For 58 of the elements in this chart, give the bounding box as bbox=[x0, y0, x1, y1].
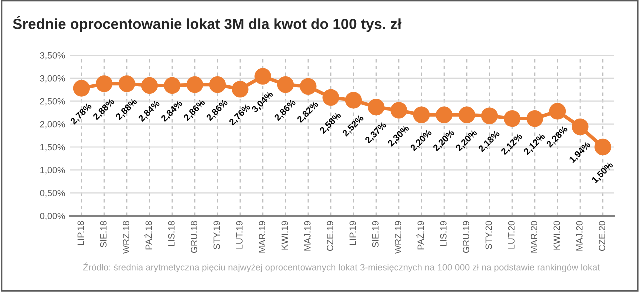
x-tick-label: SIE.18 bbox=[100, 221, 107, 248]
point bbox=[436, 106, 453, 124]
chart-title: Średnie oprocentowanie lokat 3M dla kwot do 100 tys. zł bbox=[13, 16, 402, 32]
point bbox=[390, 102, 408, 119]
x-tick-label: WRZ.18 bbox=[123, 221, 130, 254]
point bbox=[186, 76, 204, 94]
point bbox=[209, 76, 226, 94]
x-tick-label: LIP.18 bbox=[78, 221, 84, 246]
point bbox=[572, 118, 589, 136]
point bbox=[594, 138, 612, 156]
point bbox=[277, 76, 294, 94]
x-tick-label: PAŹ.19 bbox=[416, 221, 424, 250]
y-tick-label: 3,50% bbox=[40, 52, 66, 60]
point bbox=[141, 77, 158, 94]
x-tick-label: GRU.18 bbox=[191, 221, 198, 254]
point bbox=[118, 76, 136, 92]
point bbox=[549, 103, 566, 120]
x-tick-label: CZE.19 bbox=[327, 221, 334, 252]
y-tick-label: 3,00% bbox=[40, 75, 66, 83]
point bbox=[368, 98, 385, 116]
point bbox=[254, 68, 272, 85]
y-tick-label: 1,00% bbox=[40, 167, 66, 175]
y-tick-label: 2,50% bbox=[40, 98, 66, 106]
x-tick-label: MAJ.19 bbox=[304, 221, 311, 251]
point bbox=[504, 110, 521, 128]
x-tick-label: GRU.19 bbox=[463, 221, 470, 254]
x-tick-label: WRZ.19 bbox=[395, 221, 402, 254]
point bbox=[96, 76, 113, 92]
point bbox=[73, 80, 90, 97]
y-tick-label: 0,00% bbox=[40, 213, 66, 221]
point bbox=[232, 81, 249, 98]
point bbox=[164, 77, 181, 94]
y-tick-label: 2,00% bbox=[40, 121, 66, 129]
x-tick-label: KWI.20 bbox=[554, 221, 560, 250]
y-tick-label: 1,50% bbox=[40, 144, 66, 152]
point bbox=[413, 106, 430, 124]
x-tick-label: LUT.19 bbox=[236, 221, 243, 249]
point bbox=[345, 92, 362, 109]
point bbox=[458, 106, 476, 124]
point bbox=[300, 78, 317, 96]
x-tick-label: CZE.20 bbox=[599, 221, 606, 252]
x-tick-label: LIS.19 bbox=[440, 221, 447, 246]
x-tick-label: MAJ.20 bbox=[576, 221, 583, 251]
x-tick-label: STY.19 bbox=[214, 221, 220, 250]
y-tick-label: 0,50% bbox=[40, 190, 66, 198]
point bbox=[322, 89, 340, 106]
x-tick-label: LIS.18 bbox=[168, 221, 175, 246]
text: Źródło: średnia arytmetyczna pięciu najwyżej oprocentowanych lokat 3-miesięcznych na 100 000 zł na podstawie rankingów lokat bbox=[83, 262, 600, 273]
x-tick-label: SIE.19 bbox=[372, 221, 379, 248]
x-tick-label: LUT.20 bbox=[508, 221, 515, 249]
point bbox=[526, 110, 544, 128]
x-tick-label: MAR.20 bbox=[531, 221, 538, 253]
x-tick-label: PAŹ.18 bbox=[144, 221, 152, 250]
x-tick-label: STY.20 bbox=[486, 221, 492, 250]
point bbox=[481, 108, 498, 124]
x-tick-label: MAR.19 bbox=[259, 221, 266, 253]
x-tick-label: KWI.19 bbox=[282, 221, 288, 250]
x-tick-label: LIP.19 bbox=[350, 221, 356, 246]
